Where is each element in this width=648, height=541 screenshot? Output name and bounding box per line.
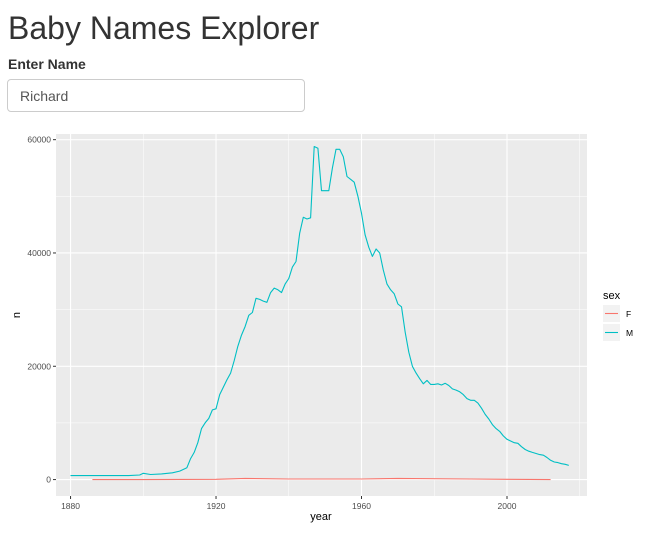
x-tick-label: 1880	[61, 501, 80, 511]
series-line-m	[70, 145, 569, 477]
app-title: Baby Names Explorer	[8, 10, 320, 46]
legend: sex FM	[603, 290, 633, 341]
legend-label-m: M	[626, 328, 633, 338]
x-tick-label: 2000	[498, 501, 517, 511]
legend-items: FM	[603, 305, 633, 341]
grid-lines	[56, 134, 587, 496]
x-tick-label: 1960	[352, 501, 371, 511]
y-axis-title: n	[11, 312, 23, 318]
y-tick-label: 60000	[27, 135, 51, 145]
y-tick-label: 40000	[27, 248, 51, 258]
y-tick-label: 0	[46, 475, 51, 485]
x-tick-label: 1920	[207, 501, 226, 511]
name-input[interactable]	[7, 79, 305, 112]
y-tick-label: 20000	[27, 361, 51, 371]
x-axis-title: year	[310, 511, 332, 523]
legend-title: sex	[603, 290, 621, 302]
plot-panel	[56, 134, 587, 496]
legend-label-f: F	[626, 309, 631, 319]
series-line-f	[92, 477, 551, 481]
series-lines	[70, 145, 569, 481]
name-input-label: Enter Name	[8, 56, 86, 72]
